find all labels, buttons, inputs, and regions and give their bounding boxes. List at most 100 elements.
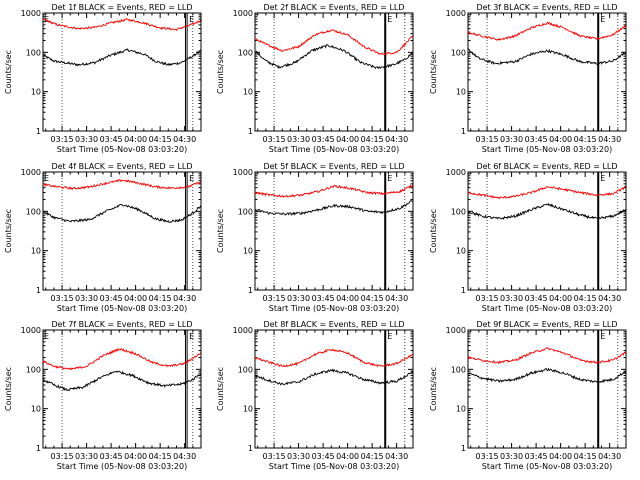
y-tick-label: 1 [36,127,41,136]
x-tick-label: 04:30 [173,135,196,144]
y-tick-label: 1000 [233,9,253,18]
x-axis-label: Start Time (05-Nov-08 03:03:20) [482,462,612,471]
y-tick-label: 1 [248,127,253,136]
y-tick-label: 1 [36,444,41,453]
y-tick-label: 10 [31,405,41,414]
event-annotation: E [600,332,605,341]
chart-title: Det 9f BLACK = Events, RED = LLD [476,320,617,329]
chart-panel-5: Det 5f BLACK = Events, RED = LLD Counts/s… [216,162,414,313]
event-annotation: E [44,332,49,341]
chart-panel-8: Det 8f BLACK = Events, RED = LLD Counts/s… [216,320,414,471]
chart-panel-7: Det 7f BLACK = Events, RED = LLD Counts/s… [4,320,202,471]
y-tick-label: 1 [248,286,253,295]
y-axis-label: Counts/sec [4,367,13,411]
x-tick-label: 04:00 [336,452,359,461]
x-tick-label: 04:00 [336,135,359,144]
x-tick-label: 04:15 [361,135,384,144]
x-tick-label: 04:30 [598,294,621,303]
series-line-events [42,370,201,391]
plot-frame [42,171,202,291]
x-tick-label: 04:00 [549,135,572,144]
plot-frame [467,171,627,291]
x-tick-label: 03:45 [312,452,335,461]
x-tick-label: 03:15 [263,452,286,461]
x-axis-label: Start Time (05-Nov-08 03:03:20) [57,145,187,154]
x-tick-label: 04:00 [124,294,147,303]
chart-title: Det 3f BLACK = Events, RED = LLD [476,3,617,12]
chart-title: Det 6f BLACK = Events, RED = LLD [476,162,617,171]
chart-panel-4: Det 4f BLACK = Events, RED = LLD Counts/s… [4,162,202,313]
y-tick-label: 1000 [21,9,41,18]
x-tick-label: 04:15 [149,452,172,461]
y-axis-label: Counts/sec [216,367,225,411]
x-tick-label: 04:15 [361,452,384,461]
x-tick-label: 03:15 [476,135,499,144]
chart-panel-2: Det 2f BLACK = Events, RED = LLD Counts/s… [216,3,414,154]
y-tick-label: 100 [238,48,253,57]
event-annotation: E [44,174,49,183]
x-tick-label: 03:30 [500,135,523,144]
x-tick-label: 03:45 [100,294,123,303]
series-line-events [42,203,201,223]
x-tick-label: 04:15 [574,135,597,144]
x-tick-label: 03:30 [75,135,98,144]
x-tick-label: 04:00 [549,294,572,303]
x-tick-label: 04:30 [598,452,621,461]
x-tick-label: 04:15 [149,135,172,144]
y-tick-label: 100 [451,48,466,57]
x-tick-label: 03:15 [263,135,286,144]
plot-frame [254,329,414,449]
x-tick-label: 03:45 [525,294,548,303]
series-line-events [254,43,413,70]
x-tick-label: 04:30 [385,135,408,144]
y-tick-label: 10 [456,88,466,97]
event-annotation: E [387,15,392,24]
y-tick-label: 100 [26,365,41,374]
series-line-lld [42,179,201,191]
chart-title: Det 4f BLACK = Events, RED = LLD [51,162,192,171]
y-tick-label: 10 [243,247,253,256]
y-tick-label: 1000 [21,326,41,335]
x-tick-label: 04:15 [574,452,597,461]
x-axis-label: Start Time (05-Nov-08 03:03:20) [482,304,612,313]
x-tick-label: 03:45 [100,135,123,144]
y-axis-label: Counts/sec [429,367,438,411]
x-tick-label: 04:30 [385,452,408,461]
chart-title: Det 1f BLACK = Events, RED = LLD [51,3,192,12]
x-tick-label: 03:45 [312,135,335,144]
y-tick-label: 1000 [446,168,466,177]
x-tick-label: 04:30 [173,452,196,461]
x-tick-label: 04:15 [361,294,384,303]
x-tick-label: 03:45 [312,294,335,303]
event-annotation: E [189,15,194,24]
series-line-lld [42,347,201,371]
series-line-lld [42,18,201,32]
x-axis-label: Start Time (05-Nov-08 03:03:20) [269,145,399,154]
series-line-lld [467,347,626,365]
series-line-lld [467,21,626,41]
chart-panel-3: Det 3f BLACK = Events, RED = LLD Counts/s… [429,3,627,154]
y-tick-label: 1000 [446,326,466,335]
x-tick-label: 04:30 [598,135,621,144]
y-axis-label: Counts/sec [4,209,13,253]
series-line-events [467,367,626,384]
x-tick-label: 03:30 [287,294,310,303]
y-axis-label: Counts/sec [216,50,225,94]
x-axis-label: Start Time (05-Nov-08 03:03:20) [57,462,187,471]
x-tick-label: 03:30 [287,135,310,144]
series-line-lld [254,184,413,198]
y-tick-label: 1000 [21,168,41,177]
chart-title: Det 5f BLACK = Events, RED = LLD [263,162,404,171]
x-tick-label: 03:15 [51,135,74,144]
series-line-events [467,202,626,221]
x-tick-label: 03:15 [51,452,74,461]
x-tick-label: 03:30 [287,452,310,461]
plot-frame [467,12,627,132]
series-line-events [254,368,413,386]
x-tick-label: 04:00 [124,452,147,461]
x-axis-label: Start Time (05-Nov-08 03:03:20) [57,304,187,313]
x-tick-label: 04:00 [549,452,572,461]
series-line-events [42,48,201,67]
event-annotation: E [387,332,392,341]
